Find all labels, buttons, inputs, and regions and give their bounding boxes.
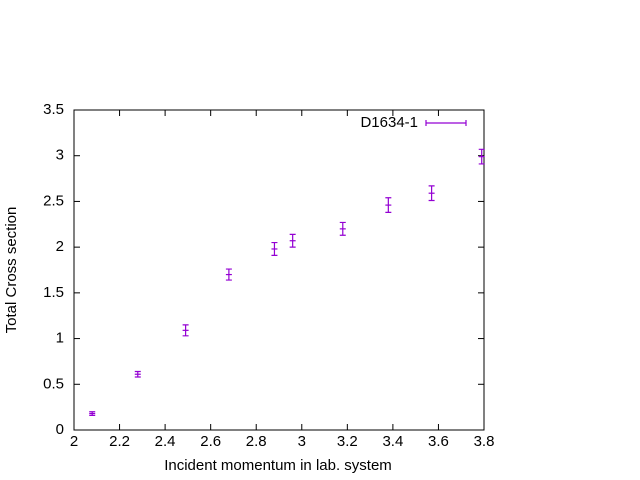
y-tick-label: 3.5 bbox=[43, 101, 64, 118]
legend-swatch bbox=[425, 120, 467, 126]
y-tick-label: 2.5 bbox=[43, 192, 64, 209]
x-tick-label: 2.4 bbox=[155, 433, 176, 450]
y-tick-label: 0 bbox=[56, 421, 64, 438]
x-tick-label: 2.6 bbox=[200, 433, 221, 450]
y-tick-label: 0.5 bbox=[43, 375, 64, 392]
y-tick-label: 2 bbox=[56, 238, 64, 255]
x-tick-label: 2.8 bbox=[246, 433, 267, 450]
x-tick-label: 3.8 bbox=[474, 433, 495, 450]
x-tick-label: 3.4 bbox=[382, 433, 403, 450]
y-tick-label: 1 bbox=[56, 330, 64, 347]
x-tick-label: 3.6 bbox=[428, 433, 449, 450]
y-tick-label: 1.5 bbox=[43, 284, 64, 301]
x-tick-label: 3 bbox=[298, 433, 306, 450]
legend-label: D1634-1 bbox=[360, 114, 418, 131]
y-tick-label: 3 bbox=[56, 147, 64, 164]
x-tick-label: 3.2 bbox=[337, 433, 358, 450]
x-tick-label: 2.2 bbox=[109, 433, 130, 450]
y-axis-label: Total Cross section bbox=[3, 207, 20, 334]
plot-frame bbox=[73, 109, 485, 431]
x-axis-label: Incident momentum in lab. system bbox=[164, 457, 392, 474]
x-tick-label: 2 bbox=[70, 433, 78, 450]
